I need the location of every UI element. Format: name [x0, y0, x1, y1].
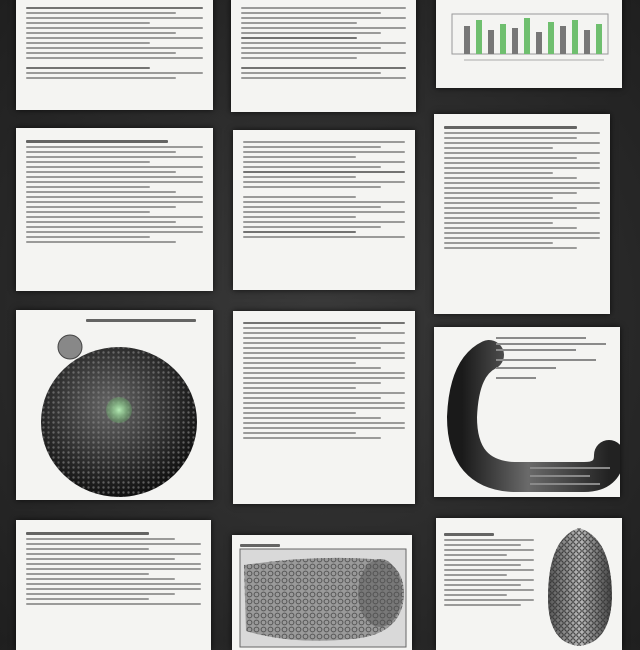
text-block: [243, 141, 405, 238]
bar: [548, 22, 554, 54]
document-page-r3c2[interactable]: [233, 311, 415, 504]
bar: [524, 18, 530, 54]
small-sphere-icon: [58, 335, 82, 359]
bar: [572, 20, 578, 54]
bar-chart-figure: [444, 6, 614, 66]
tissue-section-figure: [232, 535, 412, 650]
textured-cone-figure: [534, 518, 622, 650]
green-nucleus: [106, 397, 132, 423]
bar: [512, 28, 518, 54]
text-block: [444, 530, 534, 609]
bar: [596, 24, 602, 54]
bar: [476, 20, 482, 54]
document-page-r4c3[interactable]: [436, 518, 622, 650]
document-page-r1c2[interactable]: [231, 0, 416, 112]
tube-shape: [462, 355, 609, 477]
document-page-r1c1[interactable]: [16, 0, 213, 110]
document-page-r4c2[interactable]: [232, 535, 412, 650]
document-page-r2c1[interactable]: [16, 128, 213, 291]
text-block: [444, 132, 600, 249]
bar: [500, 24, 506, 54]
document-page-r2c2[interactable]: [233, 130, 415, 290]
curved-tube-figure: [434, 327, 620, 497]
bar: [464, 26, 470, 54]
bar: [488, 30, 494, 54]
text-block: [243, 322, 405, 439]
document-page-r3c1[interactable]: [16, 310, 213, 500]
bar: [536, 32, 542, 54]
document-page-r4c1[interactable]: [16, 520, 211, 650]
text-block: [26, 7, 203, 79]
document-page-r3c3[interactable]: [434, 327, 620, 497]
document-page-r1c3[interactable]: [436, 0, 622, 88]
text-block: [26, 146, 203, 243]
document-page-r2c3[interactable]: [434, 114, 610, 314]
text-block: [26, 532, 201, 605]
dotted-sphere-figure: [16, 310, 213, 500]
bar: [584, 30, 590, 54]
text-block: [241, 7, 406, 79]
bar: [560, 26, 566, 54]
